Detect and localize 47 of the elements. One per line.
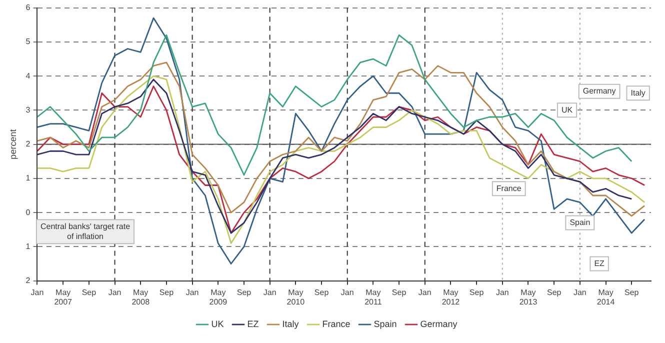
- x-tick-label: Jan: [186, 288, 199, 297]
- y-tick-label: 2: [26, 276, 31, 286]
- annotation: UK: [561, 105, 574, 114]
- y-tick-label: 3: [26, 105, 31, 114]
- x-tick-label: May 2013: [519, 288, 538, 306]
- legend-label: Spain: [374, 318, 397, 329]
- x-tick-label: Sep: [159, 288, 174, 297]
- x-tick-label: Sep: [392, 288, 407, 297]
- y-tick-label: 6: [26, 3, 31, 12]
- x-tick-label: May 2011: [364, 288, 382, 306]
- x-tick-label: Sep: [82, 288, 97, 297]
- annotation: Central banks' target rate of inflation: [40, 222, 131, 241]
- x-tick-label: May 2009: [209, 288, 228, 306]
- x-tick-label: Jan: [263, 288, 276, 297]
- annotation: Spain: [570, 218, 590, 227]
- x-tick-label: Jan: [108, 288, 122, 297]
- y-tick-label: 2: [26, 140, 31, 149]
- annotation: EZ: [594, 258, 605, 268]
- x-tick-label: May 2008: [132, 288, 150, 306]
- y-tick-label: 4: [26, 71, 31, 80]
- annotation: France: [496, 184, 522, 193]
- x-tick-label: Sep: [236, 288, 252, 297]
- y-axis-title: percent: [8, 128, 18, 160]
- legend-label: Italy: [282, 318, 300, 329]
- legend-label: UK: [211, 318, 224, 329]
- y-tick-label: 0: [26, 208, 31, 217]
- x-tick-label: May 2014: [596, 288, 616, 306]
- y-tick-label: 1: [26, 242, 31, 251]
- y-tick-label: 1: [26, 174, 31, 183]
- annotation: Germany: [582, 86, 616, 96]
- x-tick-label: Jan: [496, 288, 509, 297]
- x-tick-label: Jan: [30, 288, 44, 297]
- legend-label: Germany: [420, 318, 458, 329]
- x-tick-label: May 2007: [54, 288, 73, 306]
- legend-label: France: [322, 318, 350, 329]
- x-tick-label: May 2012: [442, 288, 460, 306]
- x-tick-label: Sep: [624, 288, 640, 297]
- x-tick-label: Jan: [573, 288, 586, 297]
- x-tick-label: Jan: [340, 288, 354, 297]
- legend-label: EZ: [247, 318, 260, 329]
- x-tick-label: Sep: [469, 288, 484, 297]
- annotation: Italy: [630, 88, 646, 98]
- x-tick-label: Sep: [314, 288, 330, 297]
- x-tick-label: May 2010: [286, 288, 306, 306]
- x-tick-label: Sep: [546, 288, 562, 297]
- x-tick-label: Jan: [418, 288, 432, 297]
- y-tick-label: 5: [26, 37, 31, 46]
